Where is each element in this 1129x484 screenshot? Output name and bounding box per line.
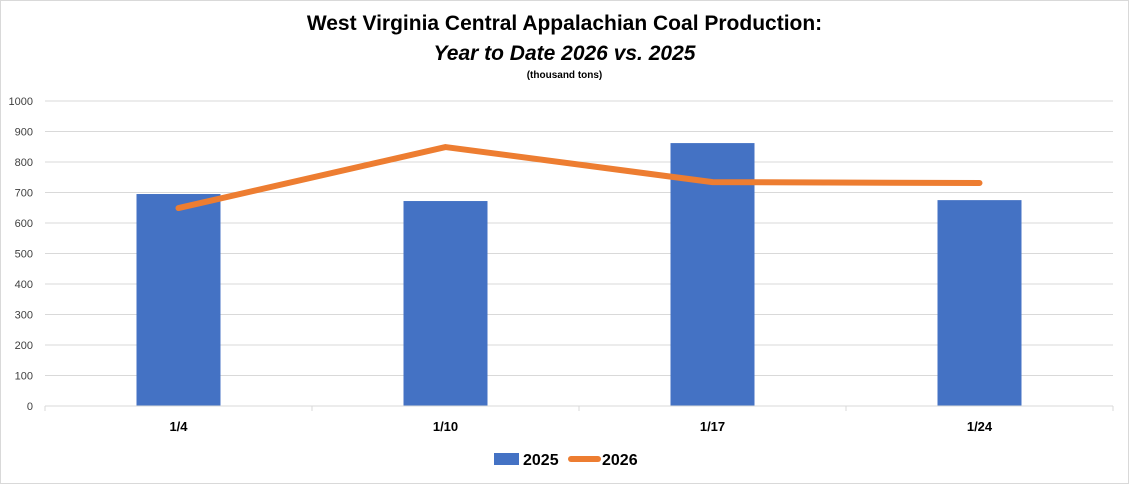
y-tick-label: 200 xyxy=(15,340,33,352)
gridlines xyxy=(45,100,1113,376)
legend-swatch-2025 xyxy=(494,453,519,465)
y-tick-label: 800 xyxy=(15,157,33,169)
chart-unit-note: (thousand tons) xyxy=(526,70,603,81)
y-tick-label: 100 xyxy=(15,371,33,383)
y-axis-ticks: 0 100 200 300 400 500 600 700 800 900 1000 xyxy=(9,96,33,413)
bar-2025-1 xyxy=(136,194,221,406)
legend-label-2025: 2025 xyxy=(523,452,559,469)
bar-2025-2 xyxy=(403,201,488,406)
x-axis xyxy=(44,405,1114,411)
chart-title: West Virginia Central Appalachian Coal P… xyxy=(306,12,823,35)
y-tick-label: 1000 xyxy=(9,96,33,108)
line-series xyxy=(175,144,983,212)
bar-2025-3 xyxy=(670,143,755,406)
x-tick-label: 1/4 xyxy=(169,419,188,434)
y-tick-label: 400 xyxy=(15,279,33,291)
legend: 2025 2026 xyxy=(494,452,638,469)
x-tick-label: 1/17 xyxy=(700,419,725,434)
chart-subtitle: Year to Date 2026 vs. 2025 xyxy=(433,42,696,65)
bar-series xyxy=(136,143,1022,406)
y-tick-label: 900 xyxy=(15,127,33,139)
x-tick-label: 1/24 xyxy=(967,419,993,434)
y-tick-label: 0 xyxy=(27,401,33,413)
legend-label-2026: 2026 xyxy=(602,452,638,469)
x-axis-ticks: 1/4 1/10 1/17 1/24 xyxy=(169,419,992,434)
x-tick-label: 1/10 xyxy=(433,419,458,434)
y-tick-label: 300 xyxy=(15,310,33,322)
y-tick-label: 600 xyxy=(15,218,33,230)
y-tick-label: 700 xyxy=(15,188,33,200)
y-tick-label: 500 xyxy=(15,249,33,261)
bar-2025-4 xyxy=(937,200,1022,406)
line-2026 xyxy=(175,144,983,212)
